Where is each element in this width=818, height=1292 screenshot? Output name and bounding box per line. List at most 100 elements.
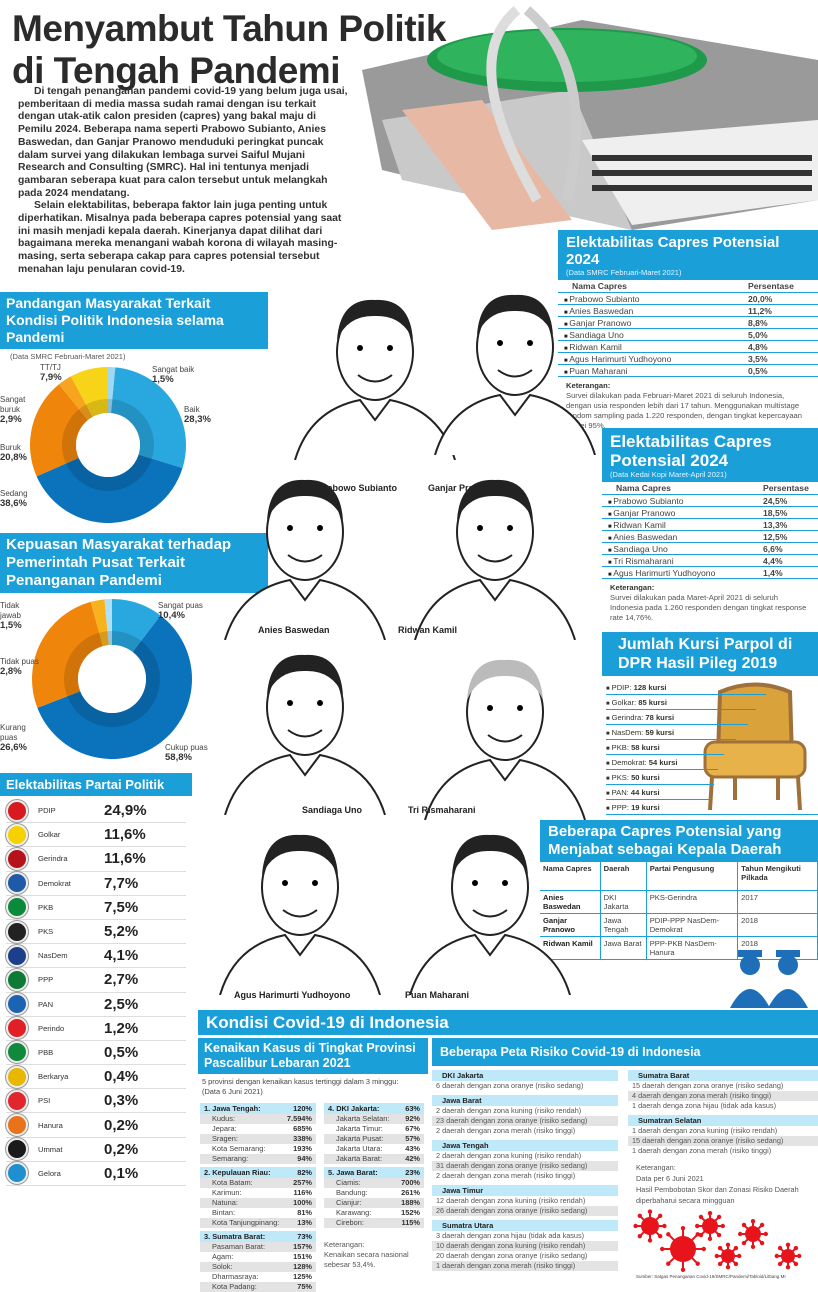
party-name: PKB: (611, 743, 629, 752)
kursi-row: PKB: 58 kursi (606, 740, 724, 755)
slice-label: Tidak jawab (0, 601, 21, 620)
virus-icon (714, 1242, 742, 1270)
province-header: 1. Jawa Tengah: 120% (200, 1103, 316, 1114)
district-row: Jakarta Selatan: 92% (324, 1114, 424, 1124)
party-value: 11,6% (104, 826, 146, 844)
party-row: NasDem 4,1% (6, 944, 186, 969)
party-row: PDIP 24,9% (6, 799, 186, 824)
slice-label: Sangat baik (152, 365, 195, 374)
pan-logo-icon (6, 993, 28, 1016)
cell: PPP-PKB NasDem-Hanura (646, 936, 739, 959)
capres-name: Ganjar Pranowo (608, 508, 763, 518)
cell: Jawa Tengah (600, 913, 647, 936)
capres-name: Ridwan Kamil (564, 342, 748, 352)
pandangan-chart-area: Sangat baik 1,5% Baik 28,3% Sedang 38,6% Buruk… (0, 361, 270, 527)
capres-name: Anies Baswedan (564, 306, 748, 316)
left-column: Pandangan Masyarakat Terkait Kondisi Pol… (0, 292, 270, 1186)
parliament-building-illustration (362, 6, 818, 230)
kursi-header: Jumlah Kursi Parpol di DPR Hasil Pileg 2… (602, 632, 818, 676)
party-name: Demokrat (38, 878, 71, 888)
donut-label: Sedang 38,6% (0, 489, 42, 509)
capres-name: Ganjar Pranowo (564, 318, 748, 328)
capres-percent: 3,5% (748, 353, 768, 364)
party-value: 0,1% (104, 1164, 139, 1182)
seat-count: 78 kursi (645, 713, 675, 722)
slice-label: Tidak puas (0, 657, 39, 666)
seat-count: 59 kursi (645, 728, 675, 737)
column-header: Partai Pengusung (646, 862, 739, 890)
party-name: Perindo (38, 1023, 65, 1033)
region-header: Jawa Timur (432, 1185, 618, 1196)
kursi-row: Demokrat: 54 kursi (606, 755, 718, 770)
slice-label: Cukup puas (165, 743, 208, 752)
donut-slice-sangat-buruk (59, 376, 93, 421)
capres-percent: 4,4% (763, 555, 783, 566)
risk-item: 1 daerah dengan zona merah (risiko tingg… (432, 1261, 618, 1271)
party-row: Gerindra 11,6% (6, 847, 186, 872)
province-header: 3. Sumatra Barat: 73% (200, 1231, 316, 1242)
party-name: Demokrat: (611, 758, 647, 767)
region-header: Jawa Tengah (432, 1140, 618, 1151)
officials-icon (730, 950, 808, 1008)
region-header: Jawa Barat (432, 1095, 618, 1106)
pandangan-donut-chart (29, 367, 186, 523)
party-value: 2,7% (104, 971, 139, 989)
province-group: 1. Jawa Tengah: 120% Kudus: 7.594% Jepara: 68… (200, 1103, 316, 1164)
cell: Anies Baswedan (540, 890, 601, 913)
risk-item: 4 daerah dengan zona merah (risiko tingg… (628, 1091, 818, 1101)
kursi-row: PDIP: 128 kursi (606, 680, 766, 695)
party-row: Gelora 0,1% (6, 1162, 186, 1186)
kepuasan-donut-chart (31, 599, 193, 759)
capres-percent: 20,0% (748, 293, 773, 304)
slice-value: 26,6% (0, 742, 27, 753)
virus-icon (660, 1226, 706, 1272)
kursi-row: PKS: 50 kursi (606, 770, 714, 785)
district-row: Kudus: 7.594% (200, 1114, 316, 1124)
kepuasan-chart-area: Sangat puas 10,4% Cukup puas 58,8% Kurang pu… (0, 593, 270, 769)
donut-slice-baik (111, 367, 186, 469)
cell: PKS-Gerindra (646, 890, 739, 913)
district-row: Bintan: 81% (212, 1208, 312, 1217)
donut-label: Sangat buruk 2,9% (0, 395, 42, 425)
portrait-illustration (224, 479, 386, 640)
hanura-logo-icon (6, 1114, 28, 1137)
district-row: Kota Tanjungpinang: 13% (200, 1218, 316, 1228)
portrait-name: Puan Maharani (405, 990, 470, 1000)
district-row: Solok: 128% (200, 1262, 316, 1272)
region-header: Sumatran Selatan (628, 1115, 818, 1126)
risk-item: 15 daerah dengan zona oranye (risiko sed… (632, 1081, 784, 1090)
party-name: PKS: (611, 773, 629, 782)
province-group: 2. Kepulauan Riau: 82% Kota Batam: 257% Kari… (200, 1167, 316, 1228)
seat-count: 50 kursi (631, 773, 660, 782)
page-title: Menyambut Tahun Politik di Tengah Pandemi (12, 8, 446, 91)
risk-item: 31 daerah dengan zona oranye (risiko sed… (432, 1161, 618, 1171)
kepuasan-header: Kepuasan Masyarakat terhadap Pemerintah … (0, 533, 268, 593)
nasdem-logo-icon (6, 944, 28, 967)
district-row: Jepara: 685% (212, 1124, 312, 1133)
slice-label: TT/TJ (40, 363, 61, 372)
party-row: Demokrat 7,7% (6, 872, 186, 896)
party-name: Gelora (38, 1168, 61, 1178)
party-name: PAN (38, 999, 54, 1009)
capres-percent: 8,8% (748, 317, 768, 328)
slice-label: Sangat puas (158, 601, 203, 610)
donut-slice-tt-tj (70, 367, 108, 417)
province-group: 5. Jawa Barat: 23% Ciamis: 700% Bandung: 261%… (324, 1167, 424, 1228)
region-header: Sumatra Utara (432, 1220, 618, 1231)
capres-name: Puan Maharani (564, 366, 748, 376)
capres-name: Anies Baswedan (608, 532, 763, 542)
seat-count: 128 kursi (633, 683, 667, 692)
table-row: Anies Baswedan DKI Jakarta PKS-Gerindra 201… (540, 890, 818, 913)
district-row: Karimun: 116% (212, 1188, 312, 1197)
kursi-row: Golkar: 85 kursi (606, 695, 756, 710)
province-header: 2. Kepulauan Riau: 82% (200, 1167, 316, 1178)
risk-item: 2 daerah dengan zona kuning (risiko rend… (436, 1106, 582, 1115)
donut-slice-tidak-jawab (104, 599, 112, 646)
capres-percent: 4,8% (748, 341, 768, 352)
seat-count: 44 kursi (630, 788, 660, 797)
risiko-panel: Beberapa Peta Risiko Covid-19 di Indones… (432, 1038, 818, 1279)
